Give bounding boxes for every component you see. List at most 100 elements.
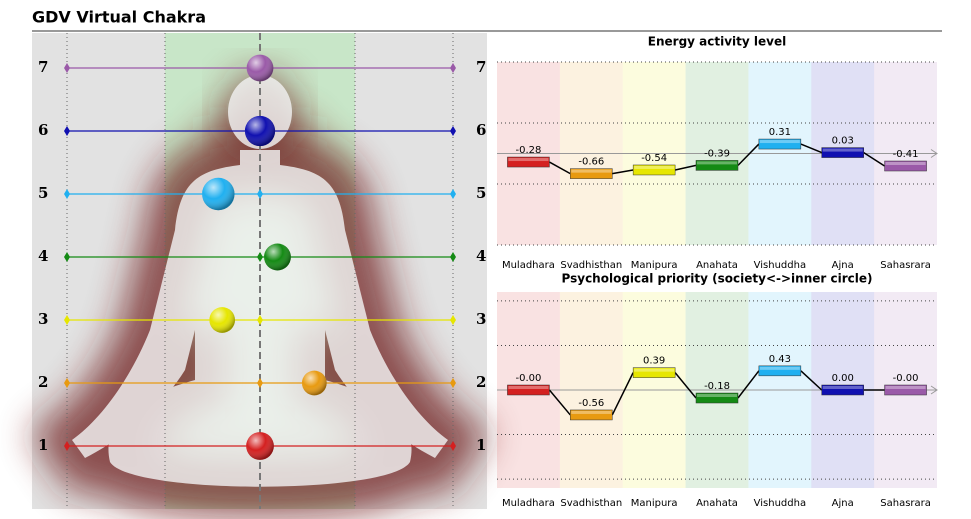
x-tick-label: Anahata xyxy=(696,498,738,509)
bar xyxy=(821,384,864,396)
level-marker xyxy=(257,252,263,262)
x-tick-label: Manipura xyxy=(631,498,678,509)
body-panel: 1 1 2 2 3 3 4 4 5 5 6 6 7 7 xyxy=(30,33,490,517)
bar xyxy=(507,384,550,396)
axis-arrow xyxy=(930,149,938,158)
chakra-ball-shade xyxy=(202,177,235,211)
value-label: 0.31 xyxy=(769,127,791,138)
bar-highlight xyxy=(885,386,926,389)
bar-highlight xyxy=(759,366,800,370)
bar xyxy=(884,160,927,172)
connector xyxy=(737,143,760,166)
bar-highlight xyxy=(508,158,549,162)
value-label: -0.66 xyxy=(578,157,604,168)
chakra-ball xyxy=(202,177,235,211)
level-label: 4 xyxy=(38,247,48,265)
x-tick-label: Ajna xyxy=(832,260,854,271)
chakra-ball xyxy=(264,243,291,271)
connector xyxy=(863,151,885,167)
level-label: 5 xyxy=(38,184,48,202)
window-title: GDV Virtual Chakra xyxy=(32,8,206,27)
bar xyxy=(570,409,613,421)
chakra-ball xyxy=(209,307,236,333)
x-tick-label: Sahasrara xyxy=(880,260,931,271)
connector xyxy=(548,389,571,416)
chakra-ball-shade xyxy=(264,243,291,271)
x-tick-label: Anahata xyxy=(696,260,738,271)
chakra-ball xyxy=(246,54,274,82)
bar xyxy=(695,160,739,171)
value-label: -0.41 xyxy=(893,149,919,160)
chakra-ball-shade xyxy=(246,54,274,82)
level-marker xyxy=(64,378,70,388)
level-label: 7 xyxy=(38,58,48,76)
level-marker xyxy=(450,189,456,199)
x-tick-label: Svadhisthan xyxy=(560,498,622,509)
x-tick-label: Muladhara xyxy=(502,498,555,509)
value-label: 0.39 xyxy=(643,356,665,367)
bar-highlight xyxy=(885,162,926,166)
level-label: 7 xyxy=(476,58,486,76)
connector xyxy=(800,143,822,154)
bar-highlight xyxy=(634,368,675,372)
level-label: 5 xyxy=(476,184,486,202)
axis-arrow xyxy=(930,385,938,395)
bar xyxy=(695,392,739,404)
level-marker xyxy=(64,315,70,325)
bar xyxy=(821,147,864,158)
bar-highlight xyxy=(759,140,800,144)
level-marker xyxy=(64,189,70,199)
level-marker xyxy=(257,315,263,325)
bar-highlight xyxy=(822,148,863,152)
x-tick-label: Ajna xyxy=(832,498,854,509)
bar xyxy=(632,367,676,378)
level-marker xyxy=(64,63,70,73)
value-label: -0.28 xyxy=(515,145,541,156)
level-marker xyxy=(257,378,263,388)
level-marker xyxy=(450,441,456,451)
value-label: 0.43 xyxy=(769,354,791,365)
level-marker xyxy=(450,378,456,388)
level-label: 2 xyxy=(476,373,486,391)
level-label: 3 xyxy=(476,310,486,328)
chakra-ball-shade xyxy=(246,432,274,460)
level-marker xyxy=(450,63,456,73)
level-label: 1 xyxy=(476,436,486,454)
connector xyxy=(674,372,697,399)
level-marker xyxy=(450,252,456,262)
chart-title: Energy activity level xyxy=(648,35,786,49)
level-label: 6 xyxy=(476,121,486,139)
bar-highlight xyxy=(508,386,549,389)
connector xyxy=(800,370,823,391)
connector xyxy=(737,370,760,399)
chart-title: Psychological priority (society<->inner … xyxy=(562,272,873,286)
bar-highlight xyxy=(697,394,737,398)
bar xyxy=(758,365,802,377)
x-tick-label: Vishuddha xyxy=(754,260,806,271)
bar-highlight xyxy=(571,169,612,173)
chakra-ball-shade xyxy=(244,115,276,147)
value-label: 0.03 xyxy=(832,136,854,147)
connector xyxy=(612,169,634,175)
bar xyxy=(758,138,802,150)
chakra-ball xyxy=(244,115,276,147)
x-tick-label: Muladhara xyxy=(502,260,555,271)
bar xyxy=(884,384,927,396)
bar xyxy=(570,168,613,179)
charts: Energy activity level Muladhara Svadhistha… xyxy=(497,35,938,509)
bar-highlight xyxy=(571,410,612,414)
level-label: 4 xyxy=(476,247,486,265)
value-label: -0.18 xyxy=(704,381,730,392)
level-marker xyxy=(450,126,456,136)
level-marker xyxy=(64,252,70,262)
chakra-ball xyxy=(246,432,274,460)
level-marker xyxy=(64,441,70,451)
x-tick-label: Svadhisthan xyxy=(560,260,622,271)
bar-highlight xyxy=(634,165,675,169)
level-label: 6 xyxy=(38,121,48,139)
value-label: 0.00 xyxy=(832,373,854,384)
level-marker xyxy=(257,189,263,199)
bar xyxy=(507,156,550,168)
bar-highlight xyxy=(822,386,863,389)
